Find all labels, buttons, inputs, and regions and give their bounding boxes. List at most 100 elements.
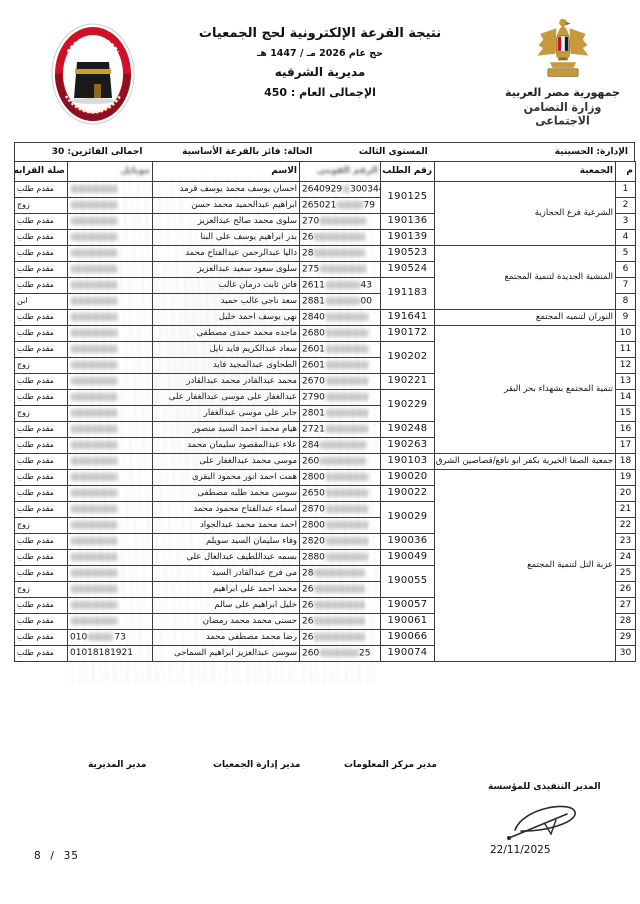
row-number-cell: 14 — [615, 389, 636, 406]
request-number-cell: 190263 — [380, 437, 435, 454]
request-number-cell: 190029 — [380, 501, 435, 534]
national-id-cell: 2670 — [299, 373, 381, 390]
administration-label: الإدارة: الحسينية — [554, 147, 628, 157]
name-cell: محمد عبدالقادر محمد عبدالقادر — [152, 373, 300, 390]
table-row: 10 تنمية المجتمع بشهداء بحر البقر 190172 26… — [14, 325, 636, 454]
col-header-mobile: موبايل — [67, 161, 153, 182]
relation-cell: زوج — [14, 357, 68, 374]
name-cell: عبدالغفار على موسى عبدالغفار على — [152, 389, 300, 406]
national-id-cell: 2611 43 — [299, 277, 381, 294]
request-number-cell: 190139 — [380, 229, 435, 246]
national-id-cell: 2880 — [299, 549, 381, 566]
redacted-digits — [325, 472, 368, 481]
redacted-digits — [314, 616, 365, 625]
request-number-cell: 190022 — [380, 485, 435, 502]
relation-cell: مقدم طلب — [14, 613, 68, 630]
level-label: المستوى الثالث — [358, 147, 428, 157]
request-number-cell: 190020 — [380, 469, 435, 486]
table-row: 24 190049 2880 بسمه عبداللطيف عبدالعال على م… — [14, 549, 636, 566]
national-id-cell: 2790 — [299, 389, 381, 406]
table-row: 11 190202 2601 سعاد عبدالكريم فايد نايل مقدم… — [14, 341, 636, 374]
row-number-cell: 28 — [615, 613, 636, 630]
redacted-digits — [71, 456, 118, 465]
mobile-cell — [67, 597, 153, 614]
signature-scribble-icon — [507, 805, 576, 840]
redacted-digits — [71, 232, 118, 241]
redacted-digits — [325, 488, 368, 497]
country-name: جمهورية مصر العربية — [505, 86, 620, 99]
table-row: 7 191183 2611 43 فاتن ثابت درمان غالب مقدم طل… — [14, 277, 636, 310]
relation-cell: مقدم طلب — [14, 437, 68, 454]
redacted-digits — [314, 568, 365, 577]
row-number-cell: 25 — [615, 565, 636, 582]
association-cell: المنشية الجديدة لتنمية المجتمع — [434, 245, 616, 310]
national-id-cell: 2640929300344 — [299, 181, 381, 198]
national-id-cell: 2601 — [299, 357, 381, 374]
name-cell: سوسن عبدالعزيز ابراهيم السماحى — [152, 645, 300, 662]
col-header-name: الاسم — [152, 161, 300, 182]
redacted-digits — [325, 392, 368, 401]
row-number-cell: 5 — [615, 245, 636, 262]
page-total: 35 — [63, 850, 79, 862]
relation-cell: مقدم طلب — [14, 485, 68, 502]
relation-cell: مقدم طلب — [14, 453, 68, 470]
mobile-cell — [67, 533, 153, 550]
request-number-cell: 191641 — [380, 309, 435, 326]
redacted-digits — [71, 408, 118, 417]
request-number-cell: 190036 — [380, 533, 435, 550]
name-cell: علاء عبدالمقصود سليمان محمد — [152, 437, 300, 454]
redacted-digits — [325, 280, 360, 289]
redacted-digits — [337, 200, 363, 209]
table-row: 16 190248 2721 هيام محمد احمد السيد منصور مق… — [14, 421, 636, 438]
mobile-cell — [67, 325, 153, 342]
hajj-association-logo — [50, 22, 136, 126]
col-header-request: رقم الطلب — [380, 161, 435, 182]
redacted-digits — [71, 264, 118, 273]
col-header-no: م — [615, 161, 636, 182]
relation-cell: مقدم طلب — [14, 469, 68, 486]
request-number-cell: 190172 — [380, 325, 435, 342]
row-number-cell: 7 — [615, 277, 636, 294]
national-id-cell: 28 — [299, 565, 381, 582]
name-cell: حسنى محمد محمد رمضان — [152, 613, 300, 630]
table-row: 28 190061 26 حسنى محمد محمد رمضان مقدم طلب — [14, 613, 636, 630]
winners-table: م الجمعية رقم الطلب الرقم القومى الاسم م… — [14, 161, 636, 662]
redacted-digits — [314, 632, 365, 641]
row-number-cell: 18 — [615, 453, 636, 470]
national-id-cell: 2870 — [299, 501, 381, 518]
signatory-information-center-manager: مدير مركز المعلومات — [344, 760, 437, 770]
request-number-cell: 190523 — [380, 245, 435, 262]
name-cell: محمد احمد على ابراهيم — [152, 581, 300, 598]
association-cell: جمعية الصفا الخيرية بكفر ابو نافع/قصاصين… — [434, 453, 616, 470]
mobile-cell — [67, 501, 153, 518]
table-row: 13 190221 2670 محمد عبدالقادر محمد عبدالقاد… — [14, 373, 636, 390]
request-number-cell: 190229 — [380, 389, 435, 422]
name-cell: سلوى سعود سعيد عبدالعزيز — [152, 261, 300, 278]
redacted-digits — [314, 584, 365, 593]
grand-total: الإجمالى العام : 450 — [264, 86, 376, 99]
redacted-digits — [71, 280, 118, 289]
national-id-cell: 260 — [299, 453, 381, 470]
redacted-digits — [71, 616, 118, 625]
mobile-cell — [67, 469, 153, 486]
redacted-digits — [71, 504, 118, 513]
redacted-digits — [71, 360, 118, 369]
relation-cell: ابن — [14, 293, 68, 310]
redacted-digits — [325, 360, 368, 369]
mobile-cell: 010 73 — [67, 629, 153, 646]
redacted-digits — [325, 424, 368, 433]
redacted-digits — [325, 296, 360, 305]
row-number-cell: 11 — [615, 341, 636, 358]
table-info-bar: الإدارة: الحسينية المستوى الثالث الحالة:… — [14, 142, 635, 161]
row-number-cell: 1 — [615, 181, 636, 198]
redacted-digits — [71, 248, 118, 257]
mobile-cell — [67, 485, 153, 502]
redacted-digits — [314, 248, 365, 257]
mobile-header-text: موبايل — [120, 165, 150, 176]
mobile-cell — [67, 357, 153, 374]
name-cell: نهى يوسف احمد خليل — [152, 309, 300, 326]
mobile-cell — [67, 213, 153, 230]
row-number-cell: 12 — [615, 357, 636, 374]
request-number-cell: 190125 — [380, 181, 435, 214]
redacted-digits — [314, 232, 365, 241]
